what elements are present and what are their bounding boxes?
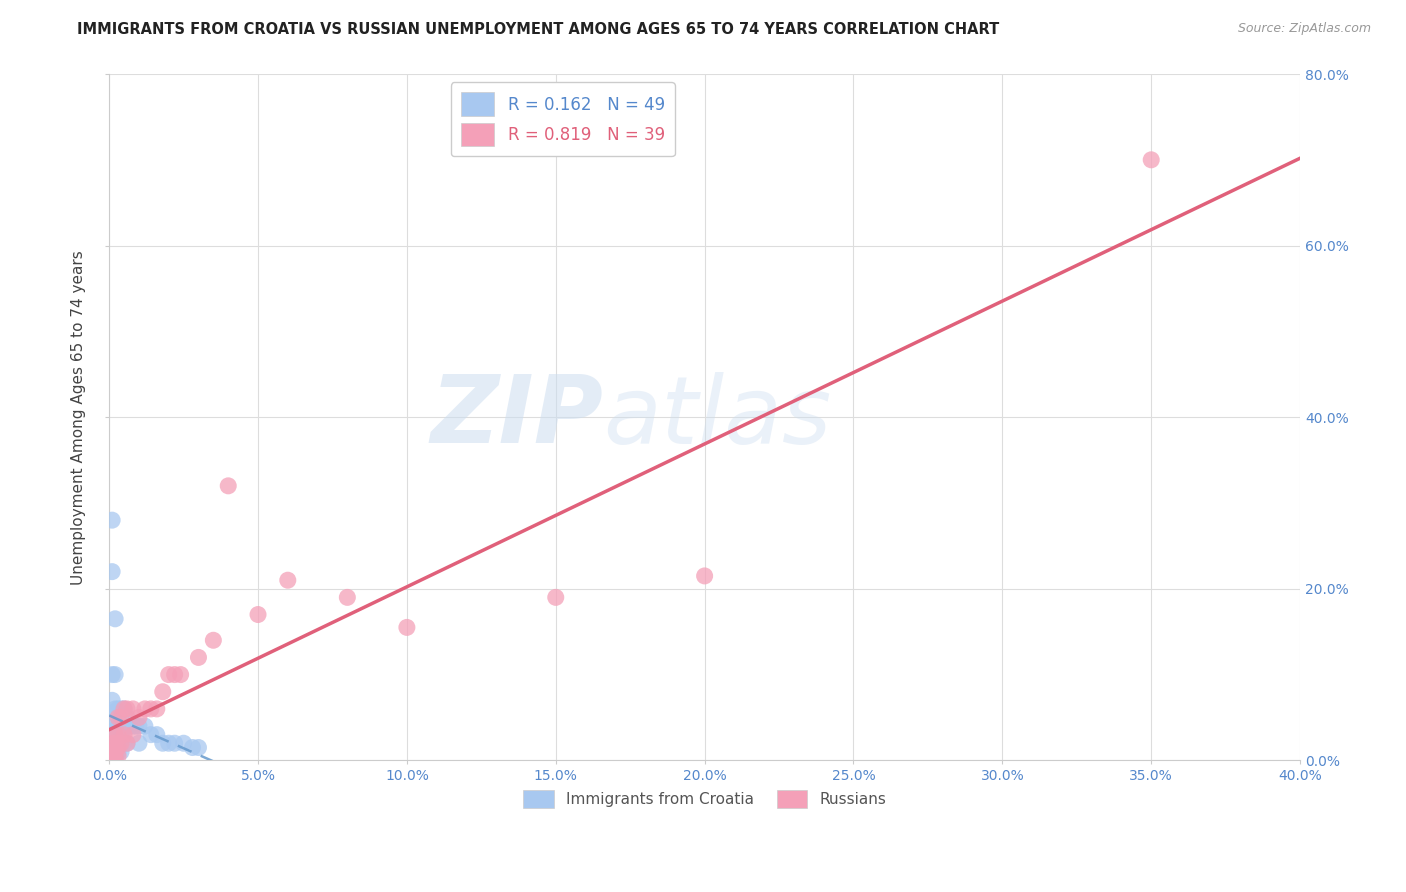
Point xyxy=(107,728,129,742)
Point xyxy=(115,710,138,724)
Point xyxy=(157,667,180,681)
Point xyxy=(1140,153,1163,167)
Point xyxy=(101,723,124,738)
Point xyxy=(110,728,132,742)
Point xyxy=(134,702,156,716)
Point xyxy=(107,710,129,724)
Point xyxy=(122,702,145,716)
Point xyxy=(101,667,124,681)
Point xyxy=(336,591,359,605)
Point xyxy=(277,573,299,587)
Point xyxy=(395,620,418,634)
Point xyxy=(101,747,124,761)
Point xyxy=(128,736,150,750)
Point xyxy=(104,749,127,764)
Point xyxy=(202,633,225,648)
Point xyxy=(101,749,124,764)
Point xyxy=(104,745,127,759)
Point xyxy=(107,702,129,716)
Point xyxy=(101,513,124,527)
Point xyxy=(217,479,239,493)
Point xyxy=(107,745,129,759)
Point xyxy=(139,702,162,716)
Point xyxy=(139,728,162,742)
Point xyxy=(110,736,132,750)
Point xyxy=(104,745,127,759)
Point xyxy=(134,719,156,733)
Point xyxy=(104,612,127,626)
Point xyxy=(107,749,129,764)
Point xyxy=(163,667,186,681)
Point xyxy=(101,736,124,750)
Point xyxy=(104,667,127,681)
Point xyxy=(152,685,174,699)
Point xyxy=(104,736,127,750)
Point xyxy=(101,731,124,746)
Point xyxy=(181,740,204,755)
Point xyxy=(101,745,124,759)
Legend: Immigrants from Croatia, Russians: Immigrants from Croatia, Russians xyxy=(517,784,893,814)
Text: IMMIGRANTS FROM CROATIA VS RUSSIAN UNEMPLOYMENT AMONG AGES 65 TO 74 YEARS CORREL: IMMIGRANTS FROM CROATIA VS RUSSIAN UNEMP… xyxy=(77,22,1000,37)
Point xyxy=(101,749,124,764)
Point xyxy=(104,719,127,733)
Text: ZIP: ZIP xyxy=(430,371,603,463)
Point xyxy=(122,728,145,742)
Point xyxy=(101,565,124,579)
Point xyxy=(107,719,129,733)
Point xyxy=(122,719,145,733)
Point xyxy=(104,736,127,750)
Point xyxy=(110,710,132,724)
Text: atlas: atlas xyxy=(603,372,831,463)
Point xyxy=(247,607,270,622)
Point xyxy=(101,752,124,766)
Point xyxy=(157,736,180,750)
Point xyxy=(187,650,209,665)
Point xyxy=(104,740,127,755)
Point xyxy=(125,719,148,733)
Point xyxy=(115,736,138,750)
Point xyxy=(693,569,716,583)
Point xyxy=(104,749,127,764)
Point xyxy=(128,710,150,724)
Point xyxy=(110,745,132,759)
Point xyxy=(110,702,132,716)
Point xyxy=(544,591,567,605)
Point xyxy=(112,736,135,750)
Point xyxy=(104,728,127,742)
Point xyxy=(104,740,127,755)
Point xyxy=(104,752,127,766)
Point xyxy=(169,667,191,681)
Point xyxy=(104,728,127,742)
Point xyxy=(107,740,129,755)
Point xyxy=(101,728,124,742)
Point xyxy=(146,728,169,742)
Point xyxy=(107,736,129,750)
Point xyxy=(163,736,186,750)
Point xyxy=(112,702,135,716)
Point xyxy=(101,706,124,721)
Point xyxy=(112,728,135,742)
Point xyxy=(118,719,141,733)
Point xyxy=(173,736,195,750)
Point xyxy=(187,740,209,755)
Point xyxy=(101,736,124,750)
Point xyxy=(101,740,124,755)
Point xyxy=(104,702,127,716)
Text: Source: ZipAtlas.com: Source: ZipAtlas.com xyxy=(1237,22,1371,36)
Point xyxy=(101,693,124,707)
Point xyxy=(112,702,135,716)
Point xyxy=(115,736,138,750)
Point xyxy=(146,702,169,716)
Point xyxy=(152,736,174,750)
Y-axis label: Unemployment Among Ages 65 to 74 years: Unemployment Among Ages 65 to 74 years xyxy=(72,250,86,584)
Point xyxy=(104,752,127,766)
Point xyxy=(101,745,124,759)
Point xyxy=(115,702,138,716)
Point xyxy=(128,719,150,733)
